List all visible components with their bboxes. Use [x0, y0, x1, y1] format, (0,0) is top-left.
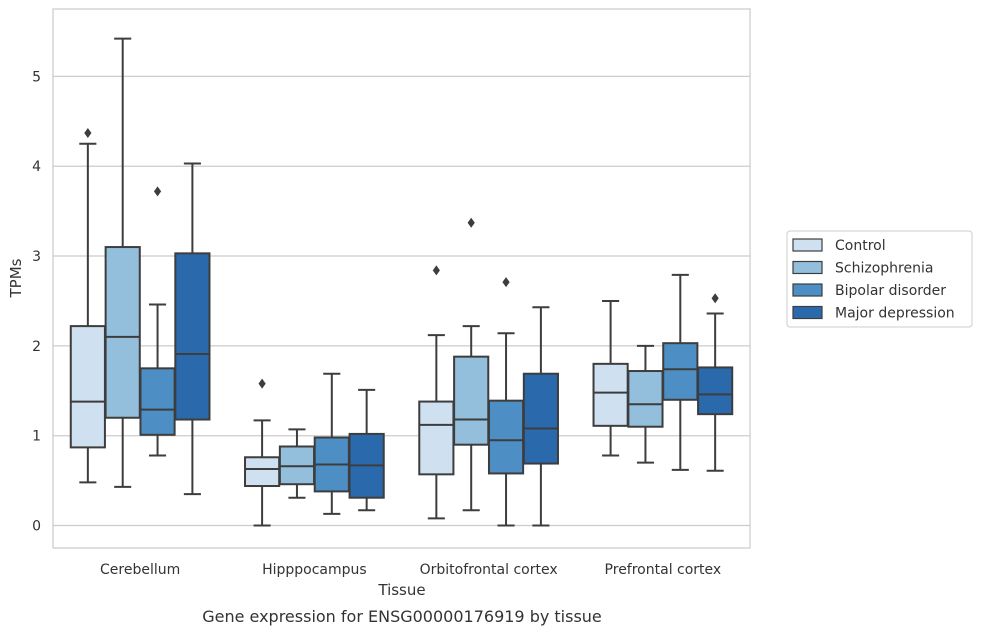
x-tick-labels: Cerebellum Hipppocampus Orbitofrontal cort… — [100, 562, 721, 578]
legend-swatch — [792, 305, 823, 320]
y-axis-title: TPMs — [7, 258, 25, 298]
outlier-point — [502, 277, 510, 288]
box-bipolar-disorder — [139, 186, 176, 457]
legend-swatch — [792, 260, 823, 275]
y-tick-label: 0 — [32, 519, 41, 535]
legend-swatch — [792, 283, 823, 297]
box-control — [418, 265, 455, 520]
box-iqr — [244, 456, 281, 488]
legend-label: Bipolar disorder — [835, 283, 946, 299]
plot-area-frame — [52, 8, 751, 549]
box-bipolar-disorder — [313, 372, 350, 515]
legend-label: Control — [835, 238, 886, 254]
box-iqr — [418, 400, 455, 476]
x-tick-label: Hipppocampus — [262, 562, 367, 578]
box-schizophrenia — [453, 217, 490, 512]
box-iqr — [627, 370, 664, 428]
box-schizophrenia — [278, 428, 316, 499]
box-iqr — [174, 252, 211, 421]
box-control — [244, 378, 281, 527]
box-iqr — [69, 325, 106, 449]
outlier-point — [258, 378, 266, 389]
legend-label: Major depression — [835, 306, 955, 322]
box-major-depression — [522, 306, 559, 527]
y-tick-label: 2 — [32, 339, 41, 355]
box-schizophrenia — [627, 344, 664, 464]
box-iqr — [592, 362, 629, 427]
box-bipolar-disorder — [487, 277, 525, 527]
legend-frame — [786, 230, 973, 328]
y-tick-label: 3 — [32, 249, 41, 265]
outlier-point — [467, 217, 475, 228]
box-iqr — [104, 246, 141, 419]
legend-swatch — [792, 238, 823, 252]
x-tick-label: Prefrontal cortex — [605, 562, 722, 578]
box-iqr — [453, 355, 490, 446]
legend: Control Schizophrenia Bipolar disorder Majo… — [786, 230, 973, 328]
box-bipolar-disorder — [662, 273, 699, 471]
box-major-depression — [697, 293, 734, 472]
box-iqr — [139, 367, 176, 436]
y-tick-label: 1 — [32, 429, 41, 445]
x-tick-label: Cerebellum — [100, 562, 180, 578]
box-iqr — [697, 366, 734, 416]
outlier-point — [432, 265, 440, 276]
outlier-point — [153, 186, 162, 197]
box-plot-marks — [69, 37, 734, 527]
box-iqr — [662, 342, 699, 401]
chart-caption: Gene expression for ENSG00000176919 by t… — [202, 607, 602, 626]
box-major-depression — [174, 162, 211, 496]
box-iqr — [487, 399, 525, 475]
box-control — [592, 299, 629, 457]
x-axis-title: Tissue — [377, 581, 425, 599]
outlier-point — [84, 127, 92, 138]
box-control — [69, 127, 106, 484]
legend-label: Schizophrenia — [835, 261, 933, 277]
box-major-depression — [348, 388, 385, 512]
x-tick-label: Orbitofrontal cortex — [420, 562, 558, 578]
y-tick-label: 5 — [32, 69, 41, 85]
y-tick-label: 4 — [32, 159, 41, 175]
box-iqr — [522, 372, 559, 465]
box-schizophrenia — [104, 37, 141, 488]
y-tick-labels: 0 1 2 3 4 5 — [32, 69, 41, 534]
outlier-point — [711, 293, 719, 304]
